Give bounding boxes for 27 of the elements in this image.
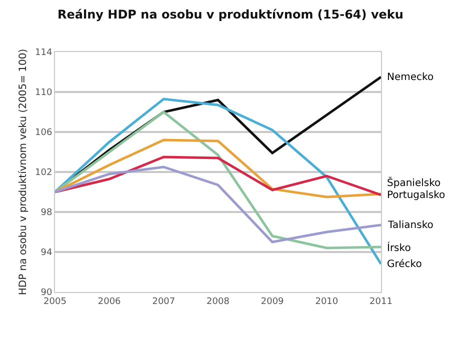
y-tick-label: 98 (40, 208, 52, 218)
series-label: Nemecko (387, 72, 434, 83)
x-tick-label: 2011 (370, 296, 392, 307)
series-label: Grécko (387, 259, 422, 270)
series-label: Taliansko (387, 220, 434, 231)
x-tick-label: 2007 (152, 296, 176, 307)
line-series (55, 110, 381, 250)
x-tick-label: 2010 (315, 296, 338, 307)
y-tick-label: 106 (35, 128, 52, 138)
x-tick-label: 2008 (206, 296, 230, 307)
y-tick-label: 114 (35, 48, 52, 58)
series-label: Írsko (387, 241, 411, 254)
x-tick-label: 2005 (44, 296, 66, 307)
series-label: Španielsko (387, 176, 441, 189)
line-series (55, 166, 381, 244)
series-label: Portugalsko (387, 190, 446, 201)
x-tick-label: 2009 (260, 296, 284, 307)
chart-title: Reálny HDP na osobu v produktívnom (15-64) veku (58, 8, 404, 22)
y-tick-label: 94 (40, 248, 52, 258)
x-tick-label: 2006 (98, 296, 122, 307)
y-axis-title: HDP na osobu v produktívnom veku (2005= 100) (18, 48, 30, 296)
y-tick-label: 90 (40, 288, 52, 298)
line-series (55, 138, 381, 198)
line-series (55, 98, 381, 266)
line-series (55, 156, 381, 196)
y-tick-label: 110 (35, 88, 52, 98)
y-tick-label: 102 (35, 168, 52, 178)
